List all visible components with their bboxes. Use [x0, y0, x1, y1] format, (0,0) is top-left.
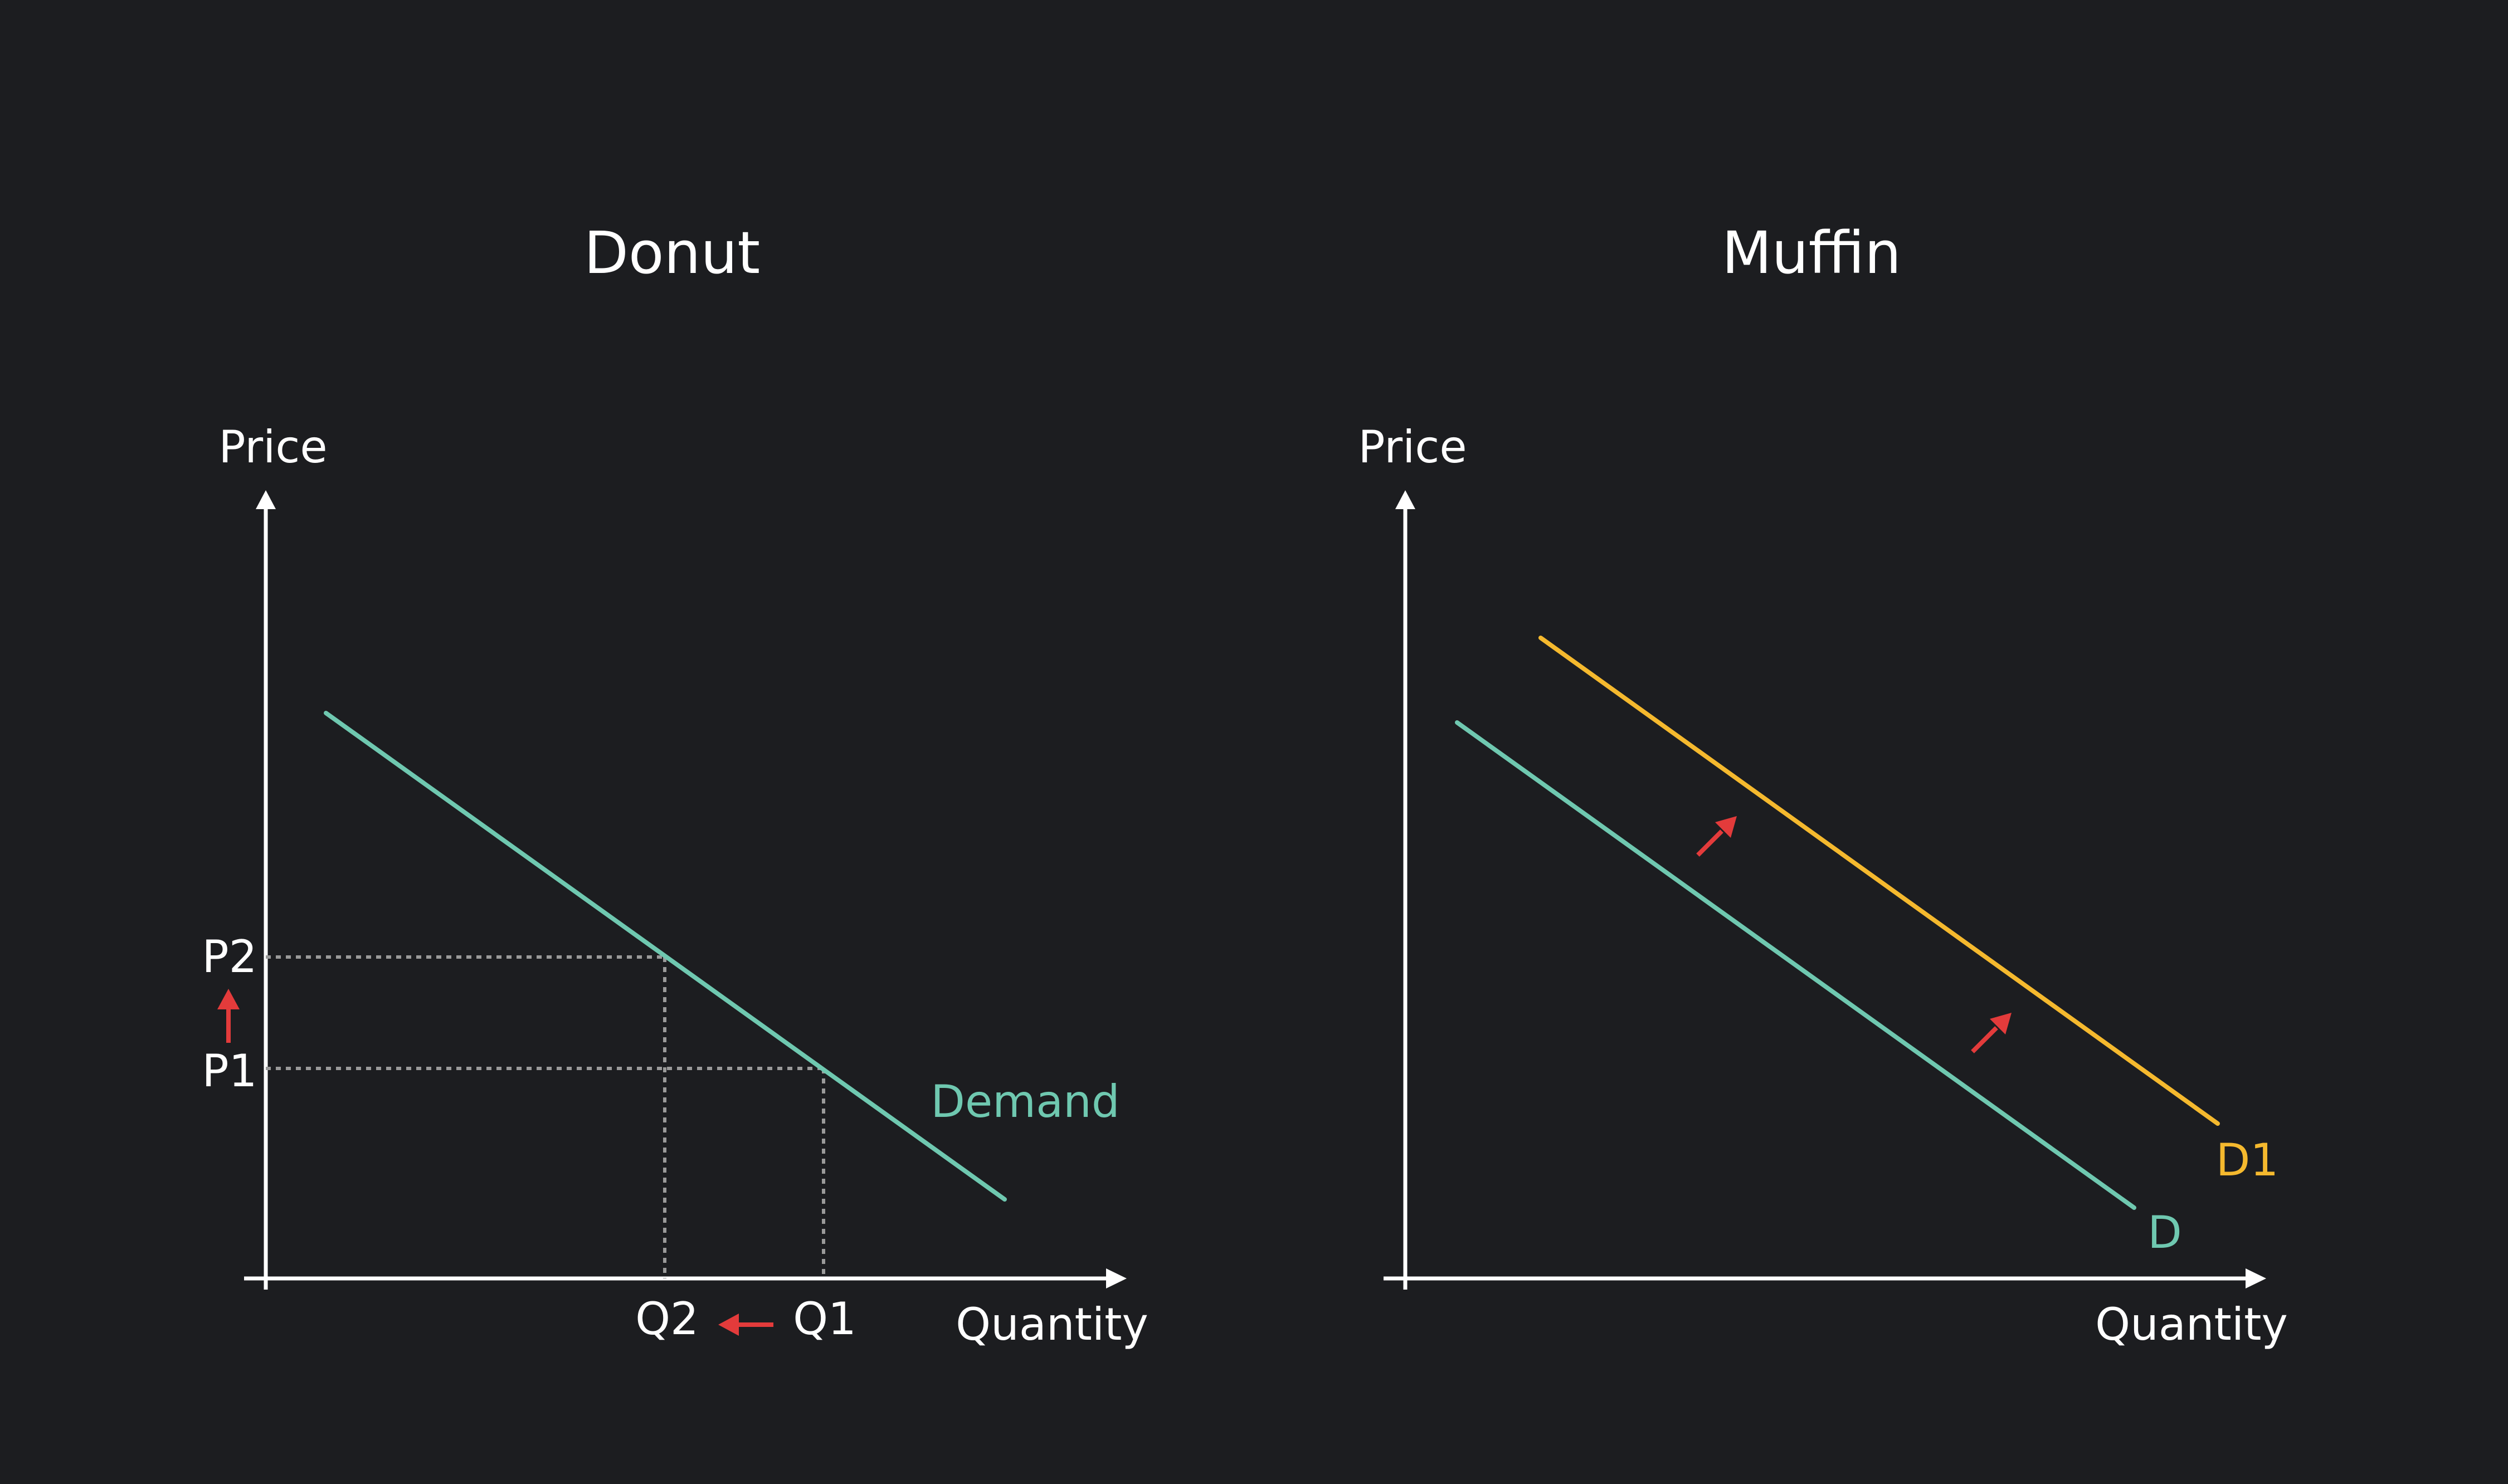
muffin-panel: Muffin Price D1 D Quantity [1358, 219, 2287, 1350]
donut-q1-label: Q1 [793, 1293, 856, 1345]
donut-p1-label: P1 [202, 1045, 257, 1097]
muffin-d1-curve [1538, 636, 2220, 1126]
donut-title: Donut [584, 219, 760, 287]
donut-price-up-arrow-icon [217, 989, 240, 1043]
muffin-x-axis-arrowhead [2246, 1268, 2266, 1288]
muffin-d1-label: D1 [2216, 1134, 2279, 1186]
donut-demand-label: Demand [931, 1076, 1119, 1127]
donut-p2-label: P2 [202, 931, 257, 983]
donut-demand-curve [324, 711, 1007, 1202]
muffin-d-curve [1455, 720, 2136, 1210]
muffin-title: Muffin [1722, 219, 1901, 287]
muffin-x-axis-label: Quantity [2095, 1298, 2288, 1350]
donut-x-axis-label: Quantity [956, 1298, 1148, 1350]
donut-q2-label: Q2 [635, 1293, 699, 1345]
donut-y-axis-label: Price [218, 421, 327, 473]
muffin-d-label: D [2147, 1207, 2182, 1258]
muffin-y-axis-arrowhead [1395, 490, 1415, 509]
donut-quantity-left-arrow-icon [718, 1314, 773, 1336]
muffin-y-axis-label: Price [1358, 421, 1467, 473]
donut-y-axis-arrowhead [256, 490, 276, 509]
donut-x-axis-arrowhead [1106, 1268, 1127, 1288]
muffin-shift-arrow-icon [1696, 816, 1737, 857]
donut-panel: Donut Price Demand P2 P1 Q2 Q1 [202, 219, 1148, 1350]
muffin-shift-arrow-icon [1971, 1013, 2012, 1053]
